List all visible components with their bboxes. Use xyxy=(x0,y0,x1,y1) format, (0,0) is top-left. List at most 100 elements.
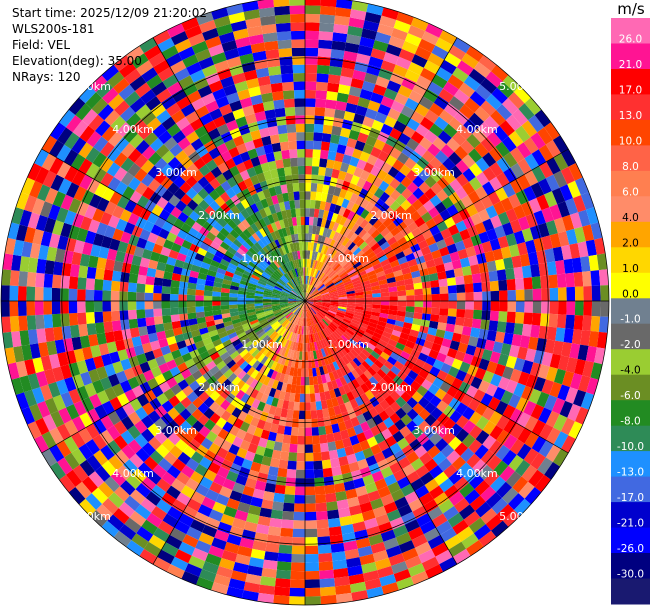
velocity-gate xyxy=(312,315,318,324)
velocity-gate xyxy=(199,132,213,146)
velocity-gate xyxy=(295,242,300,251)
velocity-gate xyxy=(384,384,395,396)
velocity-gate xyxy=(513,382,526,398)
velocity-gate xyxy=(293,401,300,411)
velocity-gate xyxy=(364,379,375,390)
velocity-gate xyxy=(508,92,525,109)
velocity-gate xyxy=(328,372,336,382)
velocity-gate xyxy=(212,291,221,297)
velocity-gate xyxy=(418,549,436,564)
velocity-gate xyxy=(325,314,334,321)
velocity-gate xyxy=(221,213,232,224)
velocity-gate xyxy=(329,230,336,240)
velocity-gate xyxy=(280,527,294,538)
velocity-gate xyxy=(190,69,206,83)
velocity-gate xyxy=(354,450,366,462)
velocity-gate xyxy=(302,293,305,301)
velocity-gate xyxy=(577,344,589,361)
velocity-gate xyxy=(114,449,130,465)
velocity-gate xyxy=(60,313,70,327)
velocity-gate xyxy=(320,0,337,8)
velocity-gate xyxy=(425,259,436,269)
velocity-gate xyxy=(169,293,179,301)
velocity-gate xyxy=(382,374,393,385)
velocity-gate xyxy=(227,331,238,340)
velocity-gate xyxy=(267,316,276,323)
velocity-gate xyxy=(186,294,196,301)
velocity-gate xyxy=(7,362,20,380)
velocity-gate xyxy=(515,278,525,290)
velocity-gate xyxy=(329,292,338,296)
velocity-gate xyxy=(108,131,123,147)
velocity-gate xyxy=(305,30,320,40)
velocity-gate xyxy=(253,409,263,420)
velocity-gate xyxy=(320,330,327,339)
velocity-gate xyxy=(404,232,415,242)
velocity-gate xyxy=(237,370,247,380)
velocity-gate xyxy=(397,132,411,146)
velocity-gate xyxy=(364,212,375,223)
velocity-gate xyxy=(386,509,402,522)
velocity-gate xyxy=(372,301,381,305)
velocity-gate xyxy=(353,406,363,417)
velocity-gate xyxy=(279,301,289,304)
velocity-gate xyxy=(297,225,302,234)
velocity-gate xyxy=(315,323,321,332)
velocity-gate xyxy=(321,295,330,299)
velocity-gate xyxy=(538,407,552,424)
velocity-gate xyxy=(153,316,164,325)
velocity-gate xyxy=(53,261,64,276)
velocity-gate xyxy=(234,251,244,260)
velocity-gate xyxy=(163,201,176,214)
velocity-gate xyxy=(102,311,112,323)
velocity-gate xyxy=(354,288,364,294)
velocity-gate xyxy=(332,559,348,570)
velocity-gate xyxy=(404,157,417,170)
velocity-gate xyxy=(281,318,288,327)
velocity-gate xyxy=(278,390,286,401)
velocity-gate xyxy=(271,299,280,301)
velocity-gate xyxy=(237,88,251,101)
velocity-gate xyxy=(361,348,371,358)
velocity-gate xyxy=(372,219,383,230)
velocity-gate xyxy=(588,331,599,348)
velocity-gate xyxy=(203,301,213,307)
velocity-gate xyxy=(421,439,435,452)
velocity-gate xyxy=(368,321,378,329)
velocity-gate xyxy=(415,337,426,347)
velocity-gate xyxy=(320,319,328,328)
velocity-gate xyxy=(335,178,345,189)
velocity-gate xyxy=(390,241,401,251)
velocity-gate xyxy=(375,250,386,259)
velocity-gate xyxy=(275,476,287,486)
velocity-gate xyxy=(416,432,430,446)
velocity-gate xyxy=(140,497,157,513)
velocity-gate xyxy=(311,306,319,313)
velocity-gate xyxy=(101,400,115,415)
velocity-gate xyxy=(516,142,532,159)
velocity-gate xyxy=(301,284,304,293)
velocity-gate xyxy=(190,264,201,273)
velocity-gate xyxy=(419,137,433,151)
velocity-gate xyxy=(305,444,313,453)
velocity-gate xyxy=(24,226,36,244)
velocity-gate xyxy=(347,381,356,392)
velocity-gate xyxy=(294,287,300,295)
velocity-gate xyxy=(335,368,344,379)
velocity-gate xyxy=(574,286,584,301)
velocity-gate xyxy=(311,418,319,428)
velocity-gate xyxy=(125,243,137,256)
velocity-gate xyxy=(148,52,166,68)
velocity-gate xyxy=(312,293,321,298)
velocity-gate xyxy=(143,220,155,233)
velocity-gate xyxy=(190,118,204,131)
velocity-gate xyxy=(163,136,178,151)
velocity-gate xyxy=(192,397,204,409)
velocity-gate xyxy=(128,234,140,247)
velocity-gate xyxy=(594,347,606,365)
velocity-gate xyxy=(462,353,474,365)
velocity-gate xyxy=(567,180,581,199)
velocity-gate xyxy=(397,290,407,297)
velocity-gate xyxy=(368,407,379,418)
velocity-gate xyxy=(305,309,307,318)
